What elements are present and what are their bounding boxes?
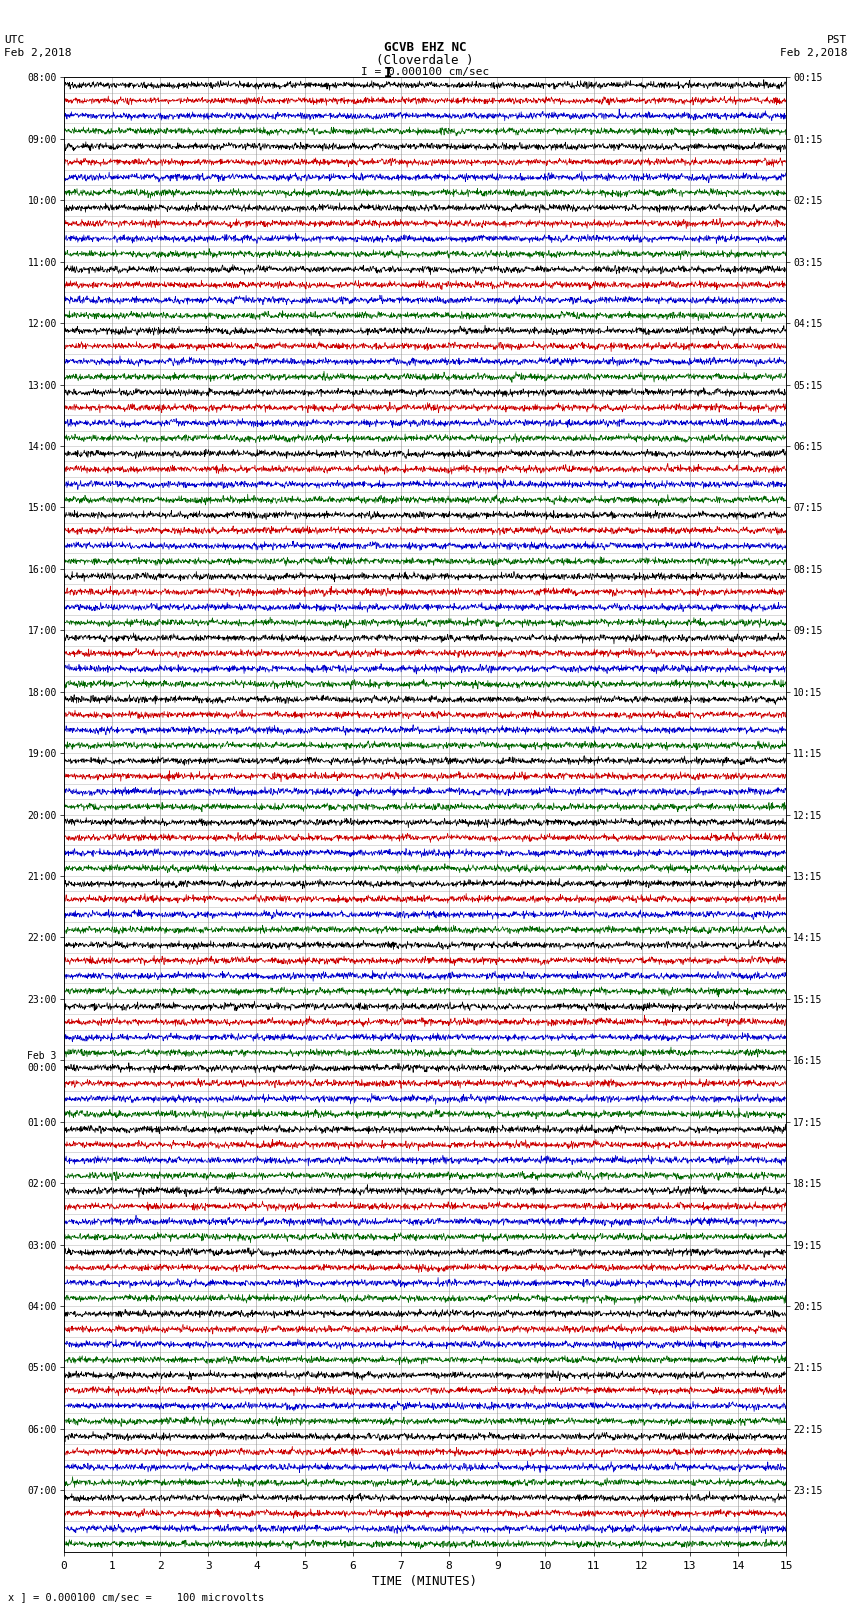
Text: (Cloverdale ): (Cloverdale ) <box>377 53 473 68</box>
Text: Feb 2,2018: Feb 2,2018 <box>4 47 71 58</box>
Text: I = 0.000100 cm/sec: I = 0.000100 cm/sec <box>361 66 489 77</box>
Text: GCVB EHZ NC: GCVB EHZ NC <box>383 40 467 55</box>
Text: Feb 2,2018: Feb 2,2018 <box>780 47 847 58</box>
Text: I: I <box>384 66 393 81</box>
Text: PST: PST <box>827 35 847 45</box>
X-axis label: TIME (MINUTES): TIME (MINUTES) <box>372 1574 478 1587</box>
Text: x ] = 0.000100 cm/sec =    100 microvolts: x ] = 0.000100 cm/sec = 100 microvolts <box>8 1592 264 1602</box>
Text: UTC: UTC <box>4 35 25 45</box>
